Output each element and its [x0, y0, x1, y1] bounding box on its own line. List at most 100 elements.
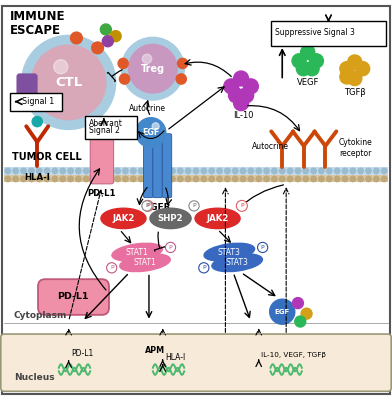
FancyBboxPatch shape [4, 175, 388, 182]
Text: STAT1: STAT1 [134, 258, 156, 267]
Circle shape [374, 168, 379, 174]
Circle shape [296, 62, 310, 76]
Circle shape [356, 62, 370, 76]
Circle shape [91, 168, 97, 174]
Circle shape [272, 168, 277, 174]
Circle shape [107, 176, 113, 182]
Circle shape [13, 168, 18, 174]
Circle shape [99, 168, 105, 174]
Circle shape [240, 168, 246, 174]
Circle shape [152, 123, 159, 130]
Circle shape [122, 37, 184, 100]
Circle shape [248, 168, 254, 174]
Circle shape [52, 176, 58, 182]
Circle shape [21, 176, 26, 182]
Circle shape [209, 176, 214, 182]
Text: EGFR: EGFR [144, 203, 171, 212]
Circle shape [217, 176, 222, 182]
Circle shape [162, 168, 167, 174]
Circle shape [236, 200, 247, 211]
Circle shape [279, 168, 285, 174]
Circle shape [311, 176, 316, 182]
Circle shape [146, 168, 152, 174]
Circle shape [142, 54, 152, 64]
Circle shape [209, 168, 214, 174]
Circle shape [185, 168, 191, 174]
Text: P: P [261, 245, 265, 250]
Circle shape [348, 55, 362, 69]
Text: EGF: EGF [275, 309, 290, 315]
Text: P: P [192, 203, 196, 208]
Text: HLA-I: HLA-I [24, 173, 50, 182]
Circle shape [162, 176, 167, 182]
Circle shape [295, 176, 301, 182]
Circle shape [243, 79, 258, 94]
Circle shape [342, 168, 348, 174]
Circle shape [319, 176, 324, 182]
Text: Treg: Treg [141, 64, 165, 74]
Text: P: P [145, 203, 149, 208]
Circle shape [131, 176, 136, 182]
Circle shape [99, 176, 105, 182]
Circle shape [217, 168, 222, 174]
Ellipse shape [195, 208, 240, 229]
Circle shape [54, 60, 68, 74]
FancyBboxPatch shape [1, 334, 391, 391]
Circle shape [292, 298, 303, 308]
Circle shape [234, 71, 249, 86]
Circle shape [115, 168, 120, 174]
Circle shape [295, 168, 301, 174]
Ellipse shape [204, 243, 254, 261]
Circle shape [311, 168, 316, 174]
Text: Cytokine
receptor: Cytokine receptor [339, 138, 373, 158]
Text: IL-10, VEGF, TGFβ: IL-10, VEGF, TGFβ [261, 352, 327, 358]
Circle shape [305, 62, 319, 76]
Text: Autocrine: Autocrine [252, 142, 289, 151]
Circle shape [120, 74, 130, 84]
Circle shape [36, 168, 42, 174]
Circle shape [107, 168, 113, 174]
Text: P: P [202, 265, 206, 270]
Circle shape [229, 88, 243, 103]
Circle shape [142, 200, 153, 211]
Circle shape [68, 176, 73, 182]
FancyBboxPatch shape [4, 168, 388, 175]
Circle shape [287, 168, 293, 174]
Ellipse shape [120, 254, 170, 272]
Circle shape [256, 176, 261, 182]
FancyBboxPatch shape [153, 134, 162, 198]
Circle shape [138, 168, 144, 174]
Circle shape [102, 36, 113, 47]
Circle shape [234, 96, 249, 111]
Circle shape [32, 116, 42, 127]
Circle shape [185, 176, 191, 182]
FancyBboxPatch shape [2, 6, 390, 394]
Circle shape [350, 176, 356, 182]
Circle shape [295, 316, 306, 327]
Text: EGF: EGF [142, 128, 160, 137]
Circle shape [189, 201, 199, 211]
Circle shape [334, 168, 340, 174]
Circle shape [240, 176, 246, 182]
Text: Aberrant: Aberrant [89, 119, 123, 128]
Text: PD-L1: PD-L1 [58, 292, 89, 301]
Circle shape [340, 62, 354, 76]
Circle shape [123, 176, 128, 182]
Text: P: P [169, 245, 172, 250]
Circle shape [279, 176, 285, 182]
Circle shape [303, 176, 309, 182]
Circle shape [309, 54, 323, 68]
Circle shape [129, 44, 177, 93]
Circle shape [76, 168, 81, 174]
Text: P: P [146, 203, 150, 208]
Text: TUMOR CELL: TUMOR CELL [12, 152, 82, 162]
Circle shape [91, 176, 97, 182]
Circle shape [146, 176, 152, 182]
Text: APM: APM [145, 346, 165, 355]
Circle shape [366, 176, 371, 182]
Circle shape [68, 168, 73, 174]
Circle shape [178, 168, 183, 174]
Circle shape [76, 176, 81, 182]
Circle shape [21, 168, 26, 174]
Circle shape [248, 176, 254, 182]
